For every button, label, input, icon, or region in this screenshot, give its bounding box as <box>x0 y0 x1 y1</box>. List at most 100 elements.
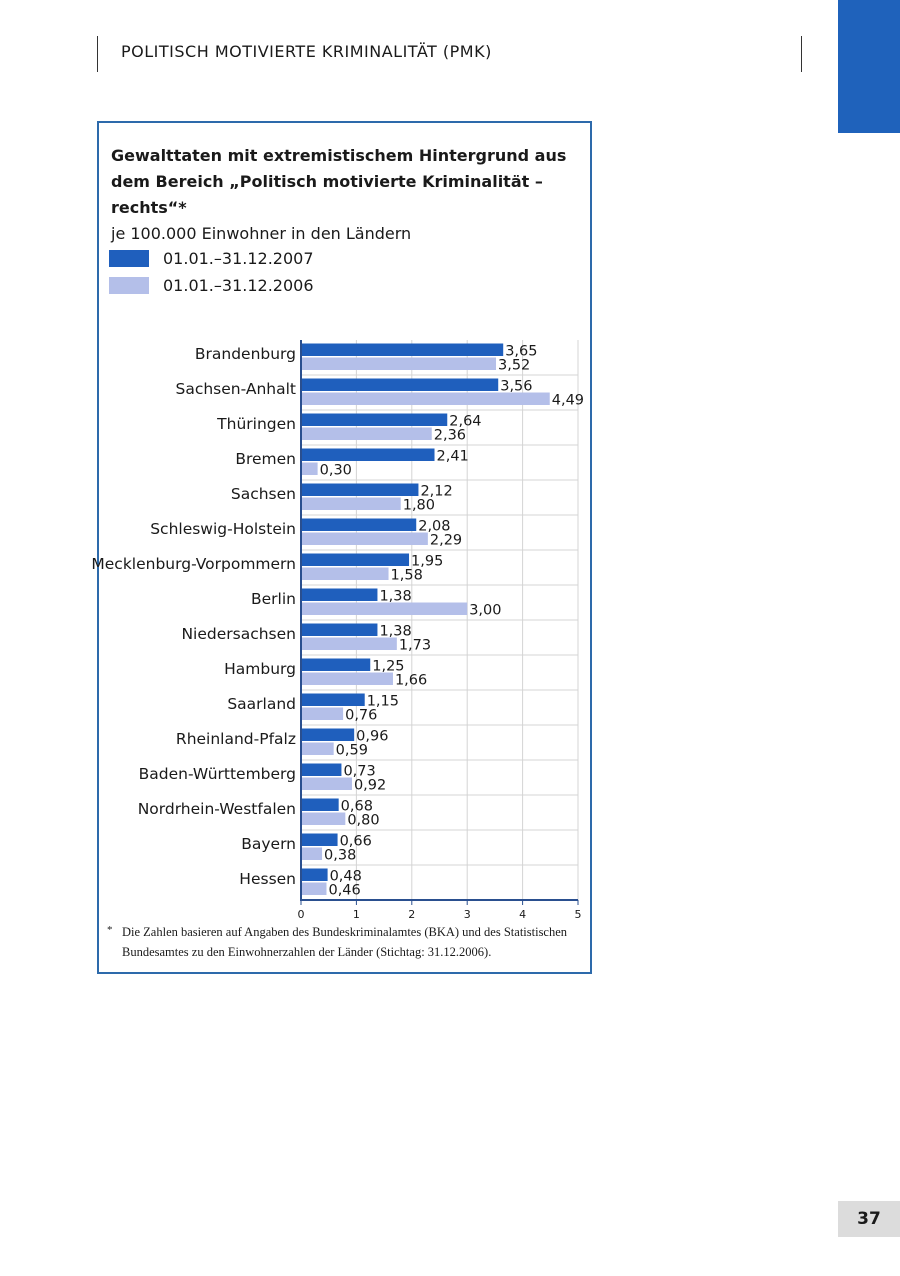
value-label-2007: 1,38 <box>379 589 411 605</box>
bar-2006 <box>301 357 497 370</box>
bar-2007 <box>301 448 435 461</box>
bar-2006 <box>301 602 468 615</box>
bar-2007 <box>301 798 339 811</box>
bar-2007 <box>301 833 338 846</box>
category-label: Rheinland-Pfalz <box>176 730 296 748</box>
x-tick-label: 3 <box>464 908 471 921</box>
category-label: Nordrhein-Westfalen <box>138 800 296 818</box>
value-label-2007: 2,41 <box>437 449 469 465</box>
chart-title-block: Gewalttaten mit extremistischem Hintergr… <box>111 143 581 247</box>
value-label-2007: 3,56 <box>500 379 532 395</box>
category-label: Hessen <box>239 870 296 888</box>
category-label: Berlin <box>251 590 296 608</box>
bar-2007 <box>301 763 342 776</box>
bar-2007 <box>301 343 504 356</box>
bar-2006 <box>301 672 393 685</box>
value-label-2007: 1,15 <box>367 694 399 710</box>
category-label: Mecklenburg-Vorpommern <box>91 555 296 573</box>
page-number: 37 <box>838 1201 900 1237</box>
bar-2006 <box>301 427 432 440</box>
x-tick-label: 2 <box>408 908 415 921</box>
header-rule-left <box>97 36 98 72</box>
x-tick-label: 0 <box>298 908 305 921</box>
bar-2006 <box>301 847 323 860</box>
footnote: * Die Zahlen basieren auf Angaben des Bu… <box>107 922 587 962</box>
value-label-2006: 0,80 <box>347 813 379 829</box>
bar-2007 <box>301 378 499 391</box>
x-tick-label: 4 <box>519 908 526 921</box>
value-label-2007: 1,25 <box>372 659 404 675</box>
value-label-2006: 0,46 <box>328 883 360 899</box>
bar-2007 <box>301 553 410 566</box>
bar-2007 <box>301 693 365 706</box>
legend-entry-2007: 01.01.–31.12.2007 <box>109 245 314 272</box>
category-label: Brandenburg <box>195 345 296 363</box>
bar-2007 <box>301 658 371 671</box>
bar-2007 <box>301 728 355 741</box>
value-label-2006: 1,66 <box>395 673 427 689</box>
bar-2006 <box>301 742 334 755</box>
bar-2006 <box>301 532 428 545</box>
footnote-marker: * <box>107 924 113 936</box>
legend-swatch-2007 <box>109 250 149 267</box>
footnote-text: Die Zahlen basieren auf Angaben des Bund… <box>122 925 568 959</box>
value-label-2007: 3,65 <box>505 344 537 360</box>
legend-swatch-2006 <box>109 277 149 294</box>
category-label: Bremen <box>235 450 296 468</box>
header-rule-right <box>801 36 802 72</box>
legend-entry-2006: 01.01.–31.12.2006 <box>109 272 314 299</box>
corner-tab <box>838 0 900 133</box>
value-label-2007: 2,08 <box>418 519 450 535</box>
value-label-2006: 1,73 <box>399 638 431 654</box>
x-tick-label: 5 <box>575 908 582 921</box>
value-label-2007: 2,12 <box>420 484 452 500</box>
legend-label-2007: 01.01.–31.12.2007 <box>163 249 314 268</box>
bar-2006 <box>301 497 401 510</box>
value-label-2006: 1,80 <box>403 498 435 514</box>
chart-title: Gewalttaten mit extremistischem Hintergr… <box>111 146 567 217</box>
value-label-2007: 2,64 <box>449 414 481 430</box>
value-label-2007: 0,68 <box>341 799 373 815</box>
bar-2006 <box>301 777 352 790</box>
value-label-2006: 3,52 <box>498 358 530 374</box>
bar-2007 <box>301 518 417 531</box>
page-header-title: POLITISCH MOTIVIERTE KRIMINALITÄT (PMK) <box>121 42 492 61</box>
category-label: Thüringen <box>216 415 296 433</box>
value-label-2006: 0,59 <box>336 743 368 759</box>
value-label-2006: 0,30 <box>320 463 352 479</box>
legend-label-2006: 01.01.–31.12.2006 <box>163 276 314 295</box>
bar-2006 <box>301 707 344 720</box>
category-label: Hamburg <box>224 660 296 678</box>
bar-2006 <box>301 392 550 405</box>
category-label: Saarland <box>227 695 296 713</box>
value-label-2007: 0,73 <box>343 764 375 780</box>
bar-2007 <box>301 588 378 601</box>
value-label-2007: 0,66 <box>340 834 372 850</box>
value-label-2006: 0,92 <box>354 778 386 794</box>
value-label-2006: 0,38 <box>324 848 356 864</box>
bar-2006 <box>301 462 318 475</box>
bar-2006 <box>301 567 389 580</box>
bar-2007 <box>301 413 448 426</box>
category-label: Niedersachsen <box>181 625 296 643</box>
bar-2007 <box>301 868 328 881</box>
bar-2007 <box>301 623 378 636</box>
bar-2006 <box>301 637 397 650</box>
value-label-2007: 0,48 <box>330 869 362 885</box>
x-tick-label: 1 <box>353 908 360 921</box>
value-label-2006: 3,00 <box>469 603 501 619</box>
chart-legend: 01.01.–31.12.2007 01.01.–31.12.2006 <box>109 245 314 299</box>
category-label: Sachsen-Anhalt <box>175 380 296 398</box>
chart-frame <box>97 121 592 974</box>
value-label-2006: 1,58 <box>391 568 423 584</box>
category-label: Sachsen <box>231 485 296 503</box>
bar-2007 <box>301 483 419 496</box>
value-label-2007: 1,38 <box>379 624 411 640</box>
value-label-2006: 4,49 <box>552 393 584 409</box>
bar-2006 <box>301 812 346 825</box>
value-label-2006: 0,76 <box>345 708 377 724</box>
bar-2006 <box>301 882 327 895</box>
chart-subtitle: je 100.000 Einwohner in den Ländern <box>111 224 412 243</box>
value-label-2006: 2,29 <box>430 533 462 549</box>
